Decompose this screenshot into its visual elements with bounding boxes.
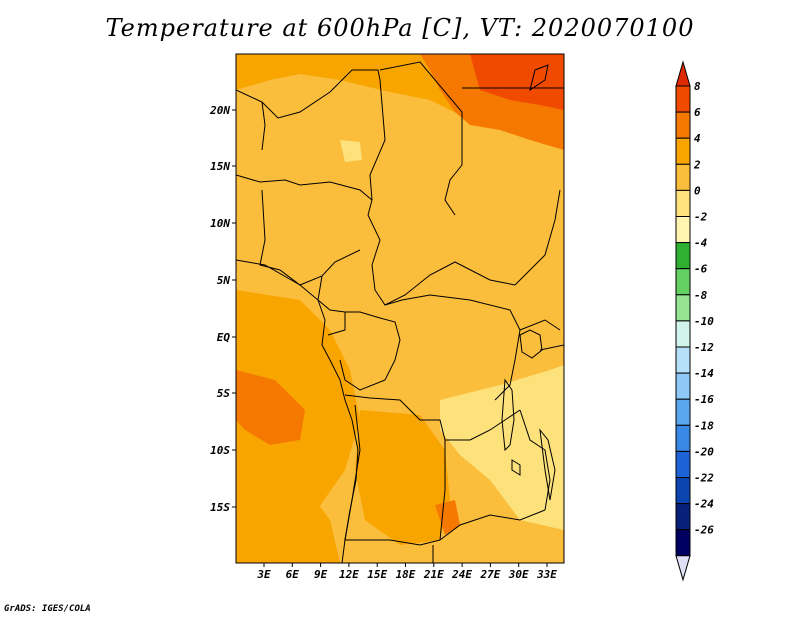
colorbar-swatch xyxy=(675,529,691,557)
lon-label: 12E xyxy=(339,568,359,581)
grads-credit: GrADS: IGES/COLA xyxy=(4,604,91,614)
colorbar-label: -10 xyxy=(694,315,714,328)
colorbar-swatch xyxy=(675,320,691,348)
colorbar-swatch xyxy=(675,398,691,426)
field-warm-angola xyxy=(355,410,450,545)
lon-label: 24E xyxy=(451,568,472,581)
colorbar-label: 2 xyxy=(693,158,701,171)
colorbar-label: -22 xyxy=(694,472,714,485)
country-borders xyxy=(236,61,564,563)
lon-label: 6E xyxy=(286,568,300,581)
colorbar-swatch xyxy=(675,294,691,322)
colorbar-swatch xyxy=(675,268,691,296)
lat-label: 15N xyxy=(210,160,230,173)
temperature-field xyxy=(236,54,564,563)
colorbar-label: 8 xyxy=(694,80,701,93)
colorbar-label: 0 xyxy=(694,184,701,197)
lon-label: 18E xyxy=(396,568,416,581)
field-warm-southwest xyxy=(236,470,340,563)
colorbar-label: -14 xyxy=(694,367,714,380)
colorbar-label: -24 xyxy=(694,498,714,511)
colorbar-label: -12 xyxy=(694,341,714,354)
colorbar-label: -26 xyxy=(694,524,714,537)
colorbar-swatch xyxy=(675,424,691,452)
colorbar-top-arrow xyxy=(675,60,691,87)
lon-label: 9E xyxy=(314,568,328,581)
colorbar-label: 6 xyxy=(694,106,701,119)
lat-label: 10N xyxy=(210,217,230,230)
lon-label: 30E xyxy=(508,568,529,581)
plot-frame xyxy=(235,53,565,564)
colorbar-swatch xyxy=(675,372,691,400)
colorbar-label: -6 xyxy=(694,263,708,276)
field-cool-patch xyxy=(340,140,362,162)
lat-label: 20N xyxy=(209,104,230,117)
lat-label: 10S xyxy=(210,444,230,457)
lat-label: 15S xyxy=(210,501,230,514)
lat-label: EQ xyxy=(217,331,231,344)
lon-label: 33E xyxy=(536,568,557,581)
latitude-axis: 20N 15N 10N 5N EQ 5S 10S 15S xyxy=(209,104,236,514)
lat-label: 5N xyxy=(217,274,231,287)
colorbar-label: -2 xyxy=(694,211,708,224)
map-title: Temperature at 600hPa [C], VT: 202007010… xyxy=(105,14,695,42)
colorbar-label: -18 xyxy=(694,419,714,432)
colorbar-swatch xyxy=(675,85,691,113)
colorbar-swatch xyxy=(675,346,691,374)
coastline xyxy=(235,259,359,564)
colorbar-label: -8 xyxy=(694,289,708,302)
lon-label: 3E xyxy=(256,568,271,581)
field-cool-east xyxy=(440,365,564,530)
colorbar-swatch xyxy=(675,189,691,217)
lat-label: 5S xyxy=(217,387,231,400)
lakes xyxy=(501,64,556,501)
colorbar-bottom-arrow xyxy=(675,555,691,582)
colorbar-label: -20 xyxy=(694,445,714,458)
colorbar-swatch xyxy=(675,450,691,478)
colorbar-label: -4 xyxy=(694,237,708,250)
colorbar-swatch xyxy=(675,503,691,531)
field-hot-angola xyxy=(435,500,460,535)
lon-label: 21E xyxy=(423,568,444,581)
colorbar-swatch xyxy=(675,242,691,270)
colorbar-label: -16 xyxy=(694,393,714,406)
colorbar-swatch xyxy=(675,163,691,191)
colorbar-swatch xyxy=(675,477,691,505)
colorbar-swatch xyxy=(675,137,691,165)
colorbar-swatch xyxy=(675,216,691,244)
colorbar: 8 6 4 2 0 -2 -4 -6 -8 -10 -12 -14 -16 -18 -20 -22 -24 -26 xyxy=(675,60,714,582)
field-hot-atlantic xyxy=(236,370,305,445)
lon-label: 15E xyxy=(367,568,387,581)
longitude-axis: 3E 6E 9E 12E 15E 18E 21E 24E 27E 30E 33E xyxy=(256,563,557,581)
colorbar-label: 4 xyxy=(694,132,701,145)
lon-label: 27E xyxy=(479,568,500,581)
colorbar-swatch xyxy=(675,111,691,139)
